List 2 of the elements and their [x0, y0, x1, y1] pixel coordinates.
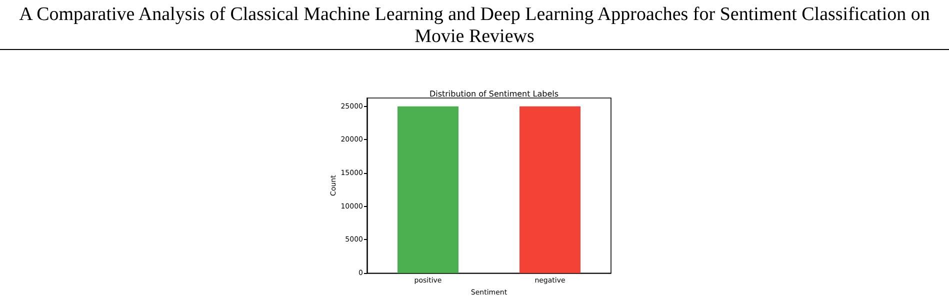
text: A Comparative Analysis of Classical Machine Learning and Deep Learning Approaches for Sentiment Classification on Movie Reviews	[18, 4, 931, 48]
chart-title: Distribution of Sentiment Labels	[429, 90, 559, 98]
